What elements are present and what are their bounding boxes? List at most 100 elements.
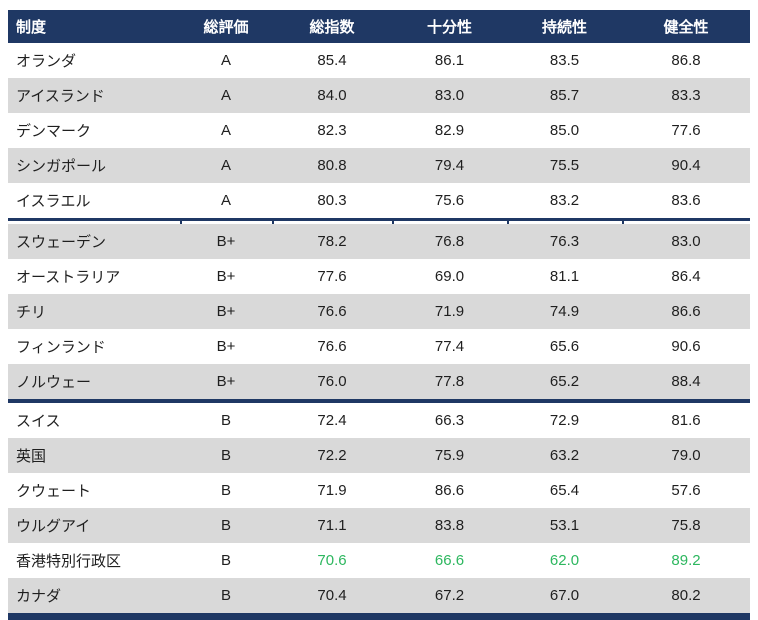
score-value: 81.6	[671, 412, 701, 429]
score-value: 77.6	[671, 122, 701, 139]
table-row: スウェーデン B+ 78.2 76.8 76.3 83.0	[8, 224, 750, 259]
score-value: 76.6	[317, 338, 347, 355]
overall-grade: B	[220, 552, 231, 569]
overall-grade: B	[220, 517, 231, 534]
country-name: 英国	[16, 448, 47, 465]
score-value: 75.6	[434, 192, 465, 209]
table-bottom-bar	[8, 613, 750, 620]
score-value: 65.4	[549, 482, 580, 499]
overall-grade: B	[220, 587, 231, 604]
country-name: アイスランド	[16, 88, 105, 105]
country-name: カナダ	[16, 588, 62, 605]
column-header-adequacy: 十分性	[426, 19, 472, 36]
score-value: 83.0	[434, 87, 465, 104]
table-row: オーストラリア B+ 77.6 69.0 81.1 86.4	[8, 259, 750, 294]
score-value: 85.7	[549, 87, 580, 104]
separator-tick	[507, 221, 509, 224]
score-value: 80.3	[317, 192, 347, 209]
score-value: 83.2	[549, 192, 580, 209]
country-name: ウルグアイ	[16, 518, 91, 535]
score-value: 76.0	[317, 373, 347, 390]
country-name: デンマーク	[16, 123, 92, 140]
overall-grade: B	[220, 412, 231, 429]
overall-grade: A	[220, 52, 231, 69]
country-name: チリ	[16, 304, 47, 321]
score-value: 86.6	[671, 303, 701, 320]
score-value: 62.0	[549, 552, 580, 569]
table-header-row: 制度 総評価 総指数 十分性 持続性 健全性	[8, 10, 750, 43]
table-row: ノルウェー B+ 76.0 77.8 65.2 88.4	[8, 364, 750, 399]
score-value: 76.3	[549, 233, 580, 250]
score-value: 57.6	[671, 482, 701, 499]
overall-grade: B+	[216, 338, 236, 355]
column-header-system: 制度	[16, 19, 47, 36]
score-value: 90.4	[671, 157, 701, 174]
overall-grade: A	[220, 192, 231, 209]
score-value: 70.4	[317, 587, 347, 604]
pension-index-table: 制度 総評価 総指数 十分性 持続性 健全性 オランダ A 85.4 86.1 83.5…	[8, 10, 750, 620]
country-name: ノルウェー	[16, 374, 92, 391]
table-row: ウルグアイ B 71.1 83.8 53.1 75.8	[8, 508, 750, 543]
overall-grade: B	[220, 482, 231, 499]
table-row: 香港特別行政区 B 70.6 66.6 62.0 89.2	[8, 543, 750, 578]
score-value: 69.0	[434, 268, 465, 285]
table-row: シンガポール A 80.8 79.4 75.5 90.4	[8, 148, 750, 183]
country-name: クウェート	[16, 483, 92, 500]
overall-grade: B	[220, 447, 231, 464]
country-name: スウェーデン	[16, 234, 107, 251]
score-value: 77.6	[317, 268, 347, 285]
score-value: 66.6	[434, 552, 465, 569]
score-value: 75.5	[549, 157, 580, 174]
overall-grade: B+	[216, 373, 236, 390]
score-value: 53.1	[549, 517, 580, 534]
score-value: 77.4	[434, 338, 465, 355]
score-value: 89.2	[671, 552, 701, 569]
country-name: シンガポール	[16, 158, 107, 175]
country-name: オーストラリア	[16, 269, 121, 286]
score-value: 75.9	[434, 447, 465, 464]
score-value: 83.3	[671, 87, 701, 104]
score-value: 84.0	[317, 87, 347, 104]
score-value: 67.2	[434, 587, 465, 604]
country-name: スイス	[16, 413, 61, 430]
score-value: 65.2	[549, 373, 580, 390]
column-header-overall-grade: 総評価	[203, 19, 249, 36]
score-value: 80.8	[317, 157, 347, 174]
column-header-integrity: 健全性	[663, 19, 709, 36]
score-value: 86.6	[434, 482, 465, 499]
score-value: 79.0	[671, 447, 701, 464]
score-value: 72.4	[317, 412, 347, 429]
column-header-overall-index: 総指数	[309, 19, 355, 36]
overall-grade: A	[220, 122, 231, 139]
score-value: 85.0	[549, 122, 580, 139]
score-value: 71.1	[317, 517, 347, 534]
overall-grade: B+	[216, 233, 236, 250]
score-value: 86.8	[671, 52, 701, 69]
score-value: 63.2	[549, 447, 580, 464]
score-value: 79.4	[434, 157, 465, 174]
table-row: オランダ A 85.4 86.1 83.5 86.8	[8, 43, 750, 78]
table-row: 英国 B 72.2 75.9 63.2 79.0	[8, 438, 750, 473]
score-value: 76.8	[434, 233, 465, 250]
score-value: 85.4	[317, 52, 347, 69]
score-value: 75.8	[671, 517, 701, 534]
separator-tick	[392, 221, 394, 224]
score-value: 70.6	[317, 552, 347, 569]
country-name: 香港特別行政区	[16, 553, 122, 570]
score-value: 77.8	[434, 373, 465, 390]
group-separator	[8, 399, 750, 403]
table-row: イスラエル A 80.3 75.6 83.2 83.6	[8, 183, 750, 218]
country-name: フィンランド	[16, 339, 106, 356]
table-row: アイスランド A 84.0 83.0 85.7 83.3	[8, 78, 750, 113]
score-value: 83.6	[671, 192, 701, 209]
column-header-sustainability: 持続性	[541, 19, 587, 36]
score-value: 83.8	[434, 517, 465, 534]
score-value: 66.3	[434, 412, 465, 429]
score-value: 72.2	[317, 447, 347, 464]
score-value: 71.9	[317, 482, 347, 499]
overall-grade: B+	[216, 303, 236, 320]
table-row: スイス B 72.4 66.3 72.9 81.6	[8, 403, 750, 438]
separator-tick	[272, 221, 274, 224]
table-row: デンマーク A 82.3 82.9 85.0 77.6	[8, 113, 750, 148]
separator-tick	[622, 221, 624, 224]
